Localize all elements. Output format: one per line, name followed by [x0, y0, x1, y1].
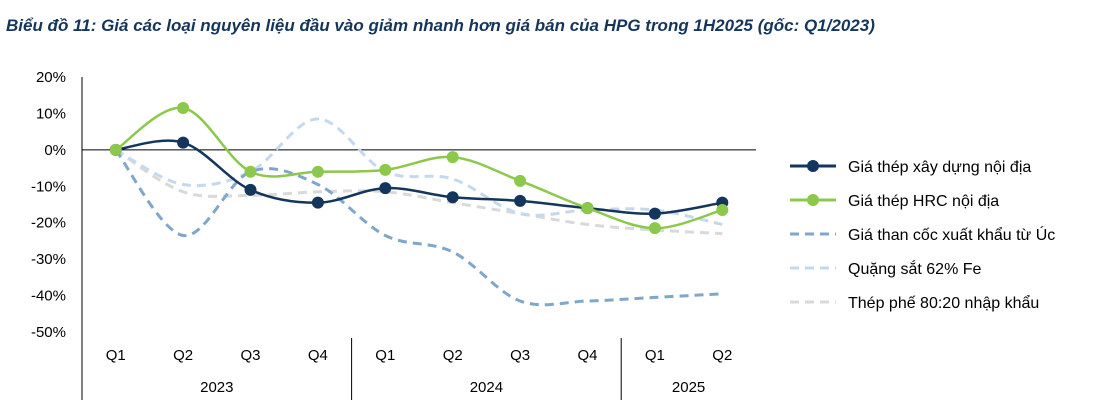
x-tick-label: Q3: [240, 347, 260, 364]
legend-label: Thép phế 80:20 nhập khẩu: [848, 294, 1039, 312]
series-line: [114, 148, 723, 307]
series-line: [115, 139, 723, 215]
legend-marker: [807, 160, 819, 172]
y-tick-label: -20%: [31, 215, 66, 232]
x-tick-label: Q2: [443, 347, 463, 364]
x-tick-label: Q1: [645, 347, 665, 364]
x-group-label: 2023: [200, 379, 233, 396]
series-lines: [109, 101, 729, 307]
data-point: [446, 191, 459, 204]
data-point: [648, 222, 661, 235]
legend-label: Giá thép xây dựng nội địa: [848, 159, 1031, 176]
legend-marker: [807, 194, 819, 206]
data-point: [177, 101, 190, 114]
x-tick-label: Q4: [308, 347, 328, 364]
legend: Giá thép xây dựng nội địa Giá thép HRC nộ…: [790, 159, 1055, 312]
series-line: [114, 117, 723, 226]
y-tick-label: -30%: [31, 251, 66, 268]
x-tick-label: Q1: [106, 347, 126, 364]
y-tick-label: -50%: [31, 324, 66, 341]
y-tick-label: 10%: [36, 105, 66, 122]
data-point: [109, 143, 122, 156]
data-point: [514, 174, 527, 187]
series-line: [114, 106, 723, 230]
series-line: [114, 148, 723, 236]
chart-title: Biểu đồ 11: Giá các loại nguyên liệu đầu…: [6, 16, 875, 35]
legend-label: Giá thép HRC nội địa: [848, 193, 999, 210]
y-tick-label: 0%: [44, 142, 66, 159]
data-point: [244, 183, 257, 196]
data-point: [311, 165, 324, 178]
x-group-label: 2025: [672, 379, 705, 396]
data-point: [716, 203, 729, 216]
data-point: [514, 194, 527, 207]
x-tick-label: Q2: [712, 347, 732, 364]
legend-label: Giá than cốc xuất khẩu từ Úc: [848, 225, 1055, 244]
data-point: [379, 163, 392, 176]
y-tick-label: -10%: [31, 178, 66, 195]
data-point: [446, 151, 459, 164]
data-point: [379, 182, 392, 195]
data-point: [177, 136, 190, 149]
x-tick-label: Q3: [510, 347, 530, 364]
x-group-label: 2024: [470, 379, 503, 396]
data-point: [244, 165, 257, 178]
y-tick-label: 20%: [36, 69, 66, 86]
y-tick-label: -40%: [31, 288, 66, 305]
legend-label: Quặng sắt 62% Fe: [848, 259, 982, 278]
data-point: [311, 196, 324, 209]
data-point: [581, 202, 594, 215]
x-tick-label: Q1: [375, 347, 395, 364]
x-tick-label: Q4: [577, 347, 597, 364]
axes: 20% 10% 0% -10% -20% -30% -40% -50% Q1 Q2 Q3 Q4 Q1 Q2…: [31, 69, 756, 400]
data-point: [648, 207, 661, 220]
x-tick-label: Q2: [173, 347, 193, 364]
